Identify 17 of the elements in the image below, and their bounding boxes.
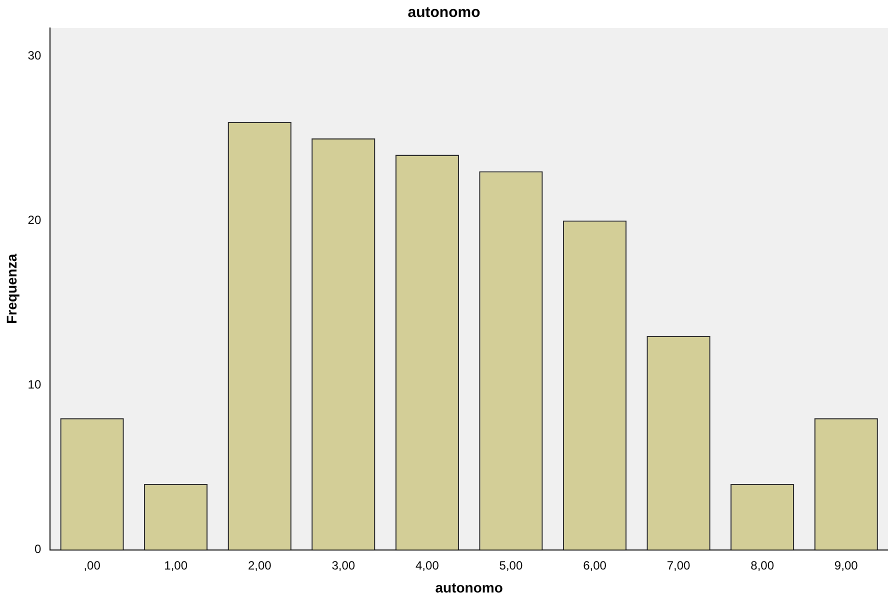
x-tick-label: 3,00 <box>332 558 356 572</box>
x-tick-label: 1,00 <box>164 558 188 572</box>
x-tick-label: 7,00 <box>666 558 691 572</box>
chart-title: autonomo <box>408 4 480 22</box>
x-axis-title: autonomo <box>435 579 503 596</box>
x-tick-label: 6,00 <box>583 558 607 572</box>
x-tick-label: 9,00 <box>834 558 858 572</box>
y-tick-label: 0 <box>34 542 42 556</box>
x-tick-label: 4,00 <box>416 558 440 572</box>
y-axis-title: Frequenza <box>3 254 20 324</box>
y-tick-label: 30 <box>28 48 42 62</box>
x-tick-label: 2,00 <box>248 558 272 572</box>
x-tick-label: 5,00 <box>499 558 523 572</box>
y-tick-label: 20 <box>28 212 42 227</box>
y-tick-label: 10 <box>28 378 42 392</box>
x-tick-label: ,00 <box>84 558 101 572</box>
x-tick-label: 8,00 <box>750 558 774 572</box>
